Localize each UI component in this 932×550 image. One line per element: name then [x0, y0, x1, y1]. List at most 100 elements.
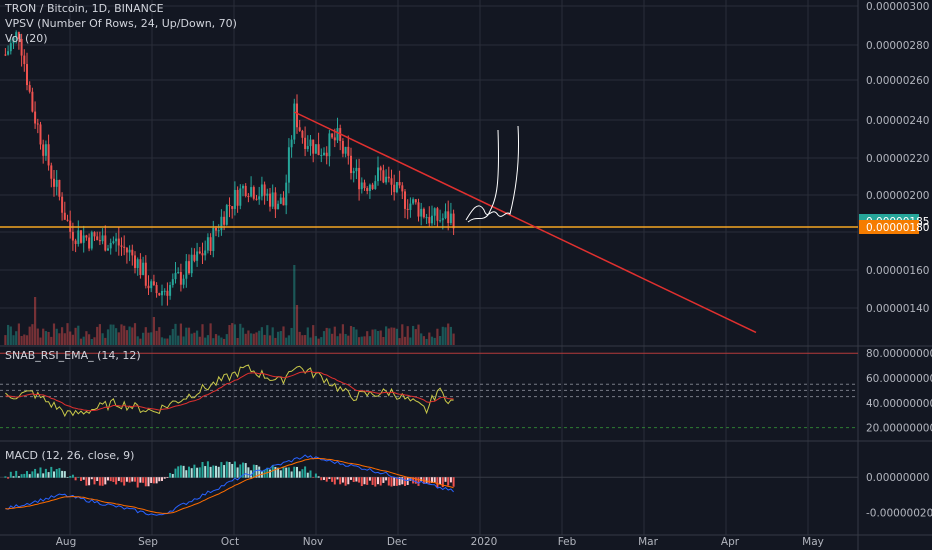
macd-histogram-bar: [177, 466, 180, 478]
volume-bar: [163, 338, 166, 345]
macd-histogram-bar: [336, 477, 339, 480]
volume-bar: [82, 336, 85, 345]
volume-bar: [196, 330, 199, 345]
macd-histogram-bar: [425, 477, 428, 483]
macd-histogram-bar: [360, 477, 363, 487]
macd-histogram-bar: [417, 477, 420, 486]
rsi-tick-label: 40.00000000: [866, 398, 932, 410]
candle-body: [115, 238, 118, 242]
rsi-tick-label: 20.00000000: [866, 423, 932, 435]
volume-bar: [79, 338, 83, 345]
candle-body: [290, 139, 293, 148]
volume-bar: [204, 337, 207, 345]
volume-bar: [398, 338, 401, 345]
macd-histogram-bar: [333, 477, 336, 485]
x-tick-label: Apr: [721, 536, 740, 548]
macd-histogram-bar: [320, 477, 323, 481]
axes: 0.00000300 0.00000280 0.00000260 0.00000240…: [56, 1, 932, 548]
macd-histogram-bar: [188, 466, 190, 478]
price-tick-label: 0.00000220: [866, 153, 929, 165]
overlays: [0, 111, 858, 334]
macd-histogram-bar: [47, 472, 50, 478]
candle-body: [401, 185, 404, 192]
candle-body: [179, 272, 182, 285]
vol-label[interactable]: Vol (20): [5, 32, 48, 45]
macd-histogram-bar: [12, 476, 15, 478]
volume-bar: [309, 337, 312, 345]
candle-body: [317, 144, 320, 156]
macd-histogram-bar: [139, 477, 142, 483]
macd-histogram-bar: [20, 474, 23, 478]
volume-bar: [395, 328, 398, 345]
macd-histogram-bar: [28, 474, 31, 478]
candle-body: [85, 235, 88, 238]
macd-histogram-bar: [271, 465, 274, 478]
volume-bar: [23, 334, 26, 345]
volume-bar: [406, 326, 409, 345]
price-tick-label: 0.00000200: [866, 190, 929, 202]
macd-histogram-bar: [314, 473, 317, 478]
macd-histogram-bar: [247, 467, 250, 478]
candle-body: [88, 237, 91, 249]
macd-histogram-bar: [225, 461, 228, 478]
rsi-pane: [0, 352, 858, 429]
macd-label[interactable]: MACD (12, 26, close, 9): [5, 449, 135, 462]
vpsv-label[interactable]: VPSV (Number Of Rows, 24, Up/Down, 70): [5, 17, 237, 30]
candle-body: [74, 240, 77, 244]
volume-bar: [47, 331, 50, 345]
volume-bar: [277, 331, 280, 345]
volume-bar: [358, 337, 361, 345]
volume-bar: [117, 332, 120, 345]
macd-histogram-bar: [414, 477, 417, 484]
candle-body: [96, 236, 99, 241]
candle-body: [23, 55, 26, 65]
volume-bar: [301, 335, 304, 345]
x-tick-label: May: [802, 536, 824, 548]
volume-bar: [101, 333, 104, 345]
macd-histogram-bar: [163, 477, 166, 479]
macd-histogram-bar: [282, 466, 285, 478]
volume-bar: [28, 326, 31, 345]
candle-body: [142, 262, 145, 275]
candle-body: [298, 127, 301, 131]
macd-histogram-bar: [239, 464, 242, 478]
candle-body: [209, 237, 212, 252]
macd-histogram-bar: [309, 470, 312, 478]
volume-bar: [390, 327, 393, 345]
candle-body: [247, 196, 250, 198]
macd-histogram-bar: [182, 465, 185, 478]
candle-body: [198, 251, 201, 254]
volume-bar: [322, 331, 326, 345]
volume-bar: [333, 326, 336, 345]
candle-body: [347, 146, 350, 156]
volume-bar: [401, 324, 404, 345]
candle-body: [425, 217, 428, 219]
candle-body: [358, 167, 361, 190]
candle-body: [287, 147, 290, 183]
volume-bar: [385, 326, 388, 345]
macd-histogram-bar: [331, 477, 334, 482]
price-tick-label: 0.00000140: [866, 303, 929, 315]
candle-body: [66, 219, 69, 221]
macd-histogram-bar: [23, 473, 26, 478]
macd-histogram-bar: [431, 477, 433, 483]
volume-bar: [15, 331, 18, 345]
macd-histogram-bar: [404, 477, 406, 486]
trendline[interactable]: [293, 111, 757, 334]
macd-histogram-bar: [98, 477, 101, 486]
volume-bar: [223, 338, 226, 345]
volume-bar: [209, 323, 212, 345]
volume-bars: [4, 265, 455, 345]
hand-drawing[interactable]: [465, 125, 520, 223]
chart-title[interactable]: TRON / Bitcoin, 1D, BINANCE: [5, 2, 164, 15]
volume-bar: [422, 336, 425, 345]
candle-body: [306, 146, 309, 149]
macd-histogram-bar: [398, 477, 401, 486]
candle-body: [93, 232, 96, 237]
macd-histogram-bar: [26, 471, 28, 478]
candle-body: [360, 182, 363, 190]
rsi-label[interactable]: SNAB_RSI_EMA_ (14, 12): [5, 349, 141, 362]
candle-body: [242, 185, 244, 189]
macd-histogram-bar: [155, 477, 158, 484]
